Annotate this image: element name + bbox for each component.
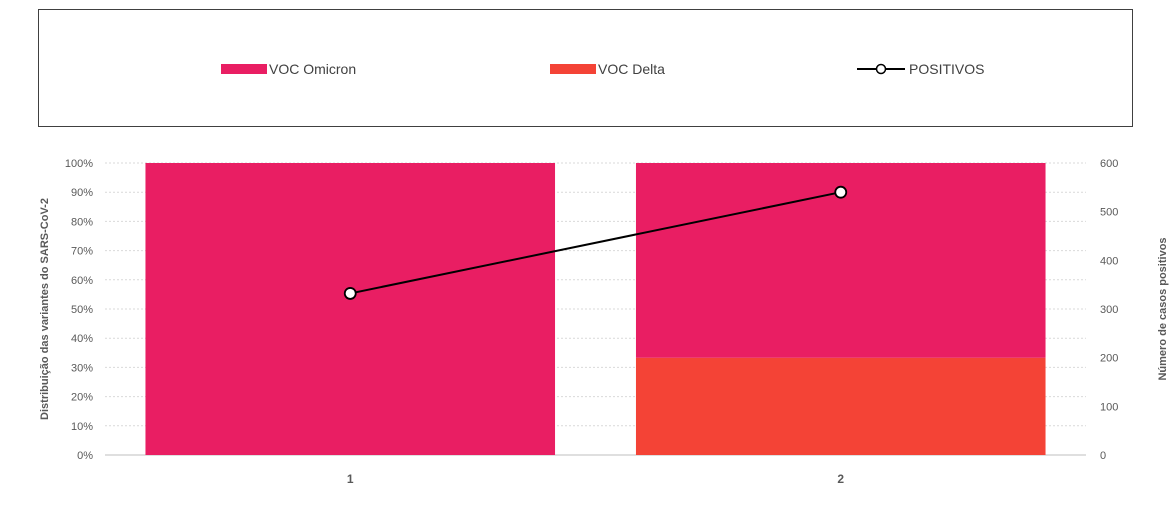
legend-label-positivos: POSITIVOS xyxy=(909,61,985,77)
point-positivos xyxy=(834,185,848,199)
y-tick-label: 70% xyxy=(71,246,93,258)
legend-item-delta: VOC Delta xyxy=(550,61,665,77)
y-tick-label: 40% xyxy=(71,333,93,345)
bar-voc-delta xyxy=(635,357,1046,455)
y2-tick-label: 200 xyxy=(1100,353,1118,365)
y-tick-label: 10% xyxy=(71,421,93,433)
legend: VOC Omicron VOC Delta POSITIVOS xyxy=(38,9,1133,127)
legend-item-omicron: VOC Omicron xyxy=(221,61,356,77)
y-tick-label: 0% xyxy=(77,450,93,462)
legend-item-positivos: POSITIVOS xyxy=(857,61,984,77)
y-tick-label: 20% xyxy=(71,392,93,404)
x-tick-label: 1 xyxy=(347,472,354,486)
y2-tick-label: 600 xyxy=(1100,158,1118,170)
y2-tick-label: 400 xyxy=(1100,255,1118,267)
line-positivos xyxy=(350,191,841,295)
y-tick-label: 30% xyxy=(71,362,93,374)
legend-swatch-omicron xyxy=(221,64,267,74)
legend-label-omicron: VOC Omicron xyxy=(269,61,357,77)
y-tick-label: 90% xyxy=(71,187,93,199)
y2-tick-label: 300 xyxy=(1100,304,1118,316)
bar-voc-omicron xyxy=(145,163,556,455)
y2-tick-label: 500 xyxy=(1100,207,1118,219)
y-tick-label: 50% xyxy=(71,304,93,316)
point-positivos xyxy=(343,287,357,300)
legend-label-delta: VOC Delta xyxy=(598,61,665,77)
y-tick-label: 80% xyxy=(71,216,93,228)
y2-tick-label: 0 xyxy=(1100,450,1106,462)
y-axis-title: Distribuição das variantes do SARS-CoV-2 xyxy=(39,198,51,420)
y2-axis-title: Número de casos positivos xyxy=(1157,237,1169,380)
y-tick-label: 100% xyxy=(65,158,93,170)
y2-tick-label: 100 xyxy=(1100,401,1118,413)
legend-swatch-positivos xyxy=(857,63,905,75)
legend-swatch-delta xyxy=(550,64,596,74)
y-tick-label: 60% xyxy=(71,275,93,287)
x-tick-label: 2 xyxy=(837,472,844,486)
